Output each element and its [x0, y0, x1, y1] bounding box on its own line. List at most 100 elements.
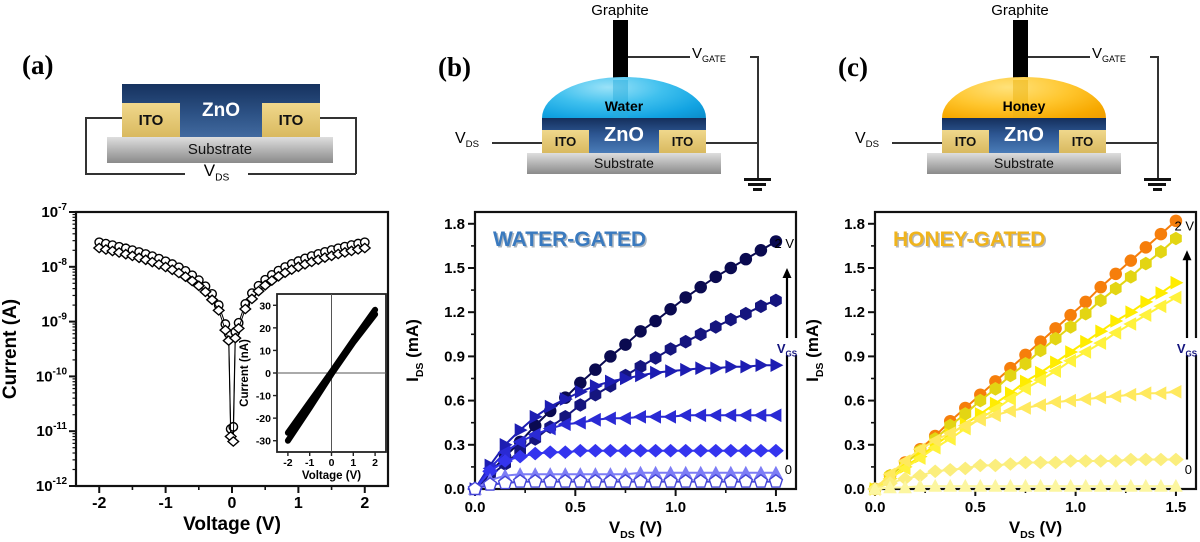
svg-text:10-12: 10-12	[36, 476, 68, 495]
svg-text:IDS (mA): IDS (mA)	[403, 319, 426, 382]
ito-left: ITO	[122, 103, 180, 137]
substrate: Substrate	[527, 153, 721, 174]
svg-text:0: 0	[228, 495, 237, 512]
gate-wire-down	[1157, 56, 1159, 178]
svg-text:2 V: 2 V	[1174, 218, 1194, 233]
zno-label: ZnO	[1004, 124, 1044, 146]
zno-label: ZnO	[202, 99, 240, 121]
svg-text:-30: -30	[256, 436, 271, 448]
vds-label: VDS	[203, 161, 230, 184]
svg-text:0.3: 0.3	[444, 437, 465, 454]
svg-text:-20: -20	[256, 413, 271, 425]
axes: 0.0 0.5 1.0 1.5 0.0 0.3 0.6 0.9 1.2 1.5 1.8 VDS (V)…	[403, 210, 798, 541]
svg-text:0.6: 0.6	[844, 393, 865, 410]
series-trace-2	[92, 242, 372, 448]
svg-text:10-9: 10-9	[41, 312, 67, 331]
water-gated-output-chart: 0.0 0.5 1.0 1.5 0.0 0.3 0.6 0.9 1.2 1.5 1.8 VDS (V)…	[403, 210, 800, 541]
vds-wire	[492, 142, 542, 144]
gate-wire-down	[757, 56, 759, 178]
vds-wire-right	[355, 117, 357, 174]
svg-text:10-7: 10-7	[41, 202, 67, 221]
drain-wire	[706, 142, 757, 144]
axes: -2 -1 0 1 210-1210-1110-1010-910-810-7Voltag…	[0, 202, 390, 535]
svg-text:1: 1	[350, 457, 356, 469]
graphite-label: Graphite	[991, 2, 1049, 19]
svg-text:0: 0	[329, 457, 335, 469]
svg-text:0.0: 0.0	[865, 499, 886, 516]
svg-text:1.0: 1.0	[665, 499, 686, 516]
vds-wire-left-top	[85, 117, 122, 119]
vds-wire-left	[85, 117, 87, 174]
substrate: Substrate	[107, 137, 333, 163]
svg-text:1.8: 1.8	[844, 216, 865, 233]
svg-text:0.3: 0.3	[844, 437, 865, 454]
series-vgs-0V	[467, 473, 784, 496]
svg-text:VDS (V): VDS (V)	[609, 518, 662, 541]
device-schematic-c: (c) Graphite Honey ZnO ITO ITO Substrate…	[800, 0, 1200, 200]
svg-text:2 V: 2 V	[774, 236, 794, 251]
vds-wire	[892, 142, 942, 144]
svg-text:-2: -2	[283, 457, 292, 469]
svg-text:0: 0	[785, 462, 792, 477]
series-vgs-step-2	[867, 385, 1182, 496]
series-vgs-0V	[868, 478, 1183, 495]
ito-right: ITO	[659, 130, 706, 153]
svg-text:-1: -1	[305, 457, 314, 469]
series-vgs-step-3	[467, 408, 782, 496]
svg-text:1.5: 1.5	[844, 260, 865, 277]
svg-text:HONEY-GATED: HONEY-GATED	[893, 228, 1045, 251]
svg-text:0.0: 0.0	[465, 499, 486, 516]
vds-label: VDS	[455, 130, 479, 151]
gate-wire-left	[628, 56, 690, 58]
svg-text:1: 1	[294, 495, 303, 512]
inset-trace-2	[284, 306, 379, 436]
panel-c: (c) Graphite Honey ZnO ITO ITO Substrate…	[800, 0, 1200, 542]
svg-text:VGS: VGS	[777, 341, 798, 359]
panel-c-label: (c)	[838, 52, 868, 82]
honey-gated-output-chart: 0.0 0.5 1.0 1.5 0.0 0.3 0.6 0.9 1.2 1.5 1.8 VDS (V)…	[803, 210, 1200, 541]
zno-label: ZnO	[604, 124, 644, 146]
panel-b: (b) Graphite Water ZnO ITO ITO Substrate…	[400, 0, 800, 542]
svg-text:Current (A): Current (A)	[0, 299, 21, 399]
svg-text:10-10: 10-10	[36, 366, 68, 385]
svg-text:0: 0	[265, 368, 271, 380]
svg-text:1.5: 1.5	[444, 260, 465, 277]
dark-iv-semilog: -2 -1 0 1 210-1210-1110-1010-910-810-7Voltag…	[0, 202, 390, 535]
svg-text:1.2: 1.2	[444, 304, 465, 321]
svg-text:10-11: 10-11	[36, 421, 67, 440]
electrode-submerged-tint	[613, 80, 628, 118]
svg-text:VDS (V): VDS (V)	[1009, 518, 1062, 541]
svg-text:WATER-GATED: WATER-GATED	[493, 228, 646, 251]
svg-text:0.5: 0.5	[565, 499, 586, 516]
ito-left: ITO	[942, 130, 989, 153]
substrate: Substrate	[927, 153, 1121, 174]
svg-text:2: 2	[360, 495, 369, 512]
svg-text:1.5: 1.5	[766, 499, 787, 516]
water-gated-output: 0.0 0.5 1.0 1.5 0.0 0.3 0.6 0.9 1.2 1.5 1.8 VDS (V)…	[403, 210, 800, 541]
svg-text:Voltage (V): Voltage (V)	[302, 470, 361, 482]
device-schematic-a: (a) ZnO ITO ITO Substrate VDS	[0, 0, 400, 190]
gate-wire-right	[1150, 56, 1158, 58]
water-label: Water	[604, 98, 644, 114]
graphite-label: Graphite	[591, 2, 649, 19]
device-schematic-b: (b) Graphite Water ZnO ITO ITO Substrate…	[400, 0, 800, 200]
svg-text:0: 0	[1185, 462, 1192, 477]
svg-text:20: 20	[259, 323, 271, 335]
panel-b-label: (b)	[438, 52, 471, 82]
annotations: 2 V VGS 0	[1174, 218, 1200, 477]
series-vgs-step-5	[469, 293, 782, 496]
panel-a-label: (a)	[22, 50, 54, 80]
svg-text:Current (nA): Current (nA)	[239, 339, 251, 407]
svg-text:0.9: 0.9	[444, 348, 465, 365]
vds-wire-bottom-left	[85, 173, 185, 175]
gate-wire-right	[750, 56, 758, 58]
svg-text:1.8: 1.8	[444, 216, 465, 233]
svg-text:0.5: 0.5	[965, 499, 986, 516]
svg-text:0.6: 0.6	[444, 393, 465, 410]
ito-left: ITO	[542, 130, 589, 153]
ito-right: ITO	[262, 103, 320, 137]
